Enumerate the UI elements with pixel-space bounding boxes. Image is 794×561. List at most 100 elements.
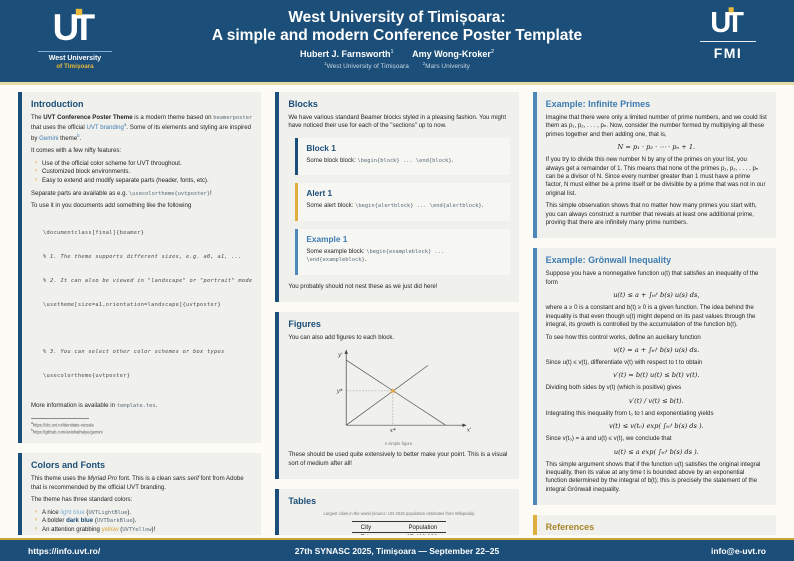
paragraph: Some block block: \begin{block} ... \end… (306, 156, 454, 164)
nested-block-title: Alert 1 (306, 188, 333, 199)
block-title: Blocks (288, 99, 318, 109)
block-title: Tables (288, 496, 317, 507)
math-display: v(t) = a + ∫ₜ₀ᵗ b(s) u(s) ds. (613, 345, 700, 354)
paragraph: Since u(t) ≤ v(t), differentiate v(t) wi… (545, 358, 703, 366)
paragraph: To use it in you documents add something… (31, 202, 192, 210)
poster-header: U T West University of Timișoara West Un… (0, 0, 794, 85)
nested-block-1: Block 1 Some block block: \begin{block} … (295, 137, 510, 176)
footer-url: https://info.uvt.ro/ (28, 545, 101, 556)
paragraph: To see how this control works, define an… (545, 333, 701, 341)
figure-caption: A simple figure. (384, 441, 414, 447)
paragraph: More information is available in templat… (31, 402, 158, 410)
introduction-block: Introduction The UVT Conference Poster T… (18, 92, 262, 444)
yellow-sample: yellow (101, 525, 119, 533)
logo-university-city: of Timișoara (56, 63, 94, 71)
uvt-monogram-icon: U T (710, 7, 744, 39)
paragraph: Imagine that there were only a limited n… (545, 114, 767, 138)
table-row: Tokyo37,468,000 (352, 533, 447, 535)
block-title: Example: Infinite Primes (545, 99, 651, 109)
footer-email: info@e-uvt.ro (710, 545, 766, 556)
poster-title-line2: A simple and modern Conference Poster Te… (211, 26, 583, 44)
svg-text:x*: x* (390, 429, 396, 435)
footer-conference: 27th SYNASC 2025, Timișoara — September … (294, 545, 500, 556)
code-listing: \documentclass[final]{beamer} % 1. The t… (43, 230, 253, 380)
table-header-row: City Population (351, 521, 447, 534)
uvt-branding-link[interactable]: UVT branding (86, 124, 124, 132)
paragraph: If you try to divide this new number N b… (545, 156, 766, 197)
math-display: v′(t) = b(t) u(t) ≤ b(t) v(t). (613, 371, 700, 380)
column-header-city: City (351, 521, 398, 534)
column-2: Blocks We have various standard Beamer b… (275, 92, 519, 535)
list-item: A bolder dark blue (UVTDarkBlue). (31, 516, 252, 526)
svg-text:T: T (726, 7, 744, 39)
features-list: Use of the official color scheme for UVT… (31, 159, 252, 186)
paragraph: The UVT Conference Poster Theme is a mod… (31, 114, 253, 142)
paragraph: This simple argument shows that if the f… (545, 460, 761, 493)
svg-text:T: T (73, 7, 96, 48)
poster-title-line1: West University of Timișoara: (288, 9, 506, 26)
list-item: Customized block environments. (31, 167, 252, 177)
intersection-star-icon: ★ (389, 387, 396, 396)
tables-block: Tables Largest cities in the world (sour… (275, 489, 519, 535)
math-display: v(t) ≤ v(t₀) exp( ∫ₜ₀ᵗ b(s) ds ). (608, 422, 704, 431)
affiliation-1: 1West University of Timișoara (324, 60, 409, 71)
svg-text:U: U (53, 7, 80, 48)
affiliation-2: 2Mars University (422, 60, 470, 71)
authors-line: Hubert J. Farnsworth1 Amy Wong-Kroker2 (0, 49, 794, 59)
paragraph: Dividing both sides by v(t) (which is po… (545, 384, 682, 392)
svg-text:x': x' (467, 428, 472, 434)
paragraph: This simple observation shows that no ma… (545, 202, 757, 227)
paragraph: Since v(t₀) = a and u(t) ≤ v(t), we conc… (545, 435, 672, 443)
footnote-1: ahttps://dci.uvt.ro/identitate-vizuala (31, 420, 94, 427)
column-1: Introduction The UVT Conference Poster T… (18, 92, 262, 535)
colors-list: A nice light blue (UVTLightBlue). A bold… (31, 508, 252, 535)
footnote-rule (31, 417, 89, 419)
uvt-monogram-icon: U T (53, 7, 96, 48)
nested-block-title: Block 1 (306, 142, 336, 153)
math-display: u(t) ≤ a + ∫ₜ₀ᵗ b(s) u(s) ds, (613, 291, 700, 300)
author-1: Hubert J. Farnsworth1 (300, 48, 394, 59)
paragraph: The theme has three standard colors: (31, 496, 133, 504)
paragraph: Some example block: \begin{exampleblock}… (306, 247, 445, 264)
paragraph: Integrating this inequality from t₀ to t… (545, 409, 714, 417)
author-2: Amy Wong-Kroker2 (412, 48, 494, 59)
affiliations-line: 1West University of Timișoara 2Mars Univ… (0, 61, 794, 70)
block-title: Colors and Fonts (31, 460, 105, 471)
paragraph: You probably should not nest these as we… (288, 282, 438, 290)
paragraph: We have various standard Beamer blocks s… (288, 114, 507, 130)
paragraph: Some alert block: \begin{alertblock} ...… (306, 202, 484, 210)
gronwall-block: Example: Grönwall Inequality Suppose you… (532, 248, 776, 506)
references-block: References [1] W. Diffie and M. Hellman.… (532, 515, 776, 535)
poster-body: Introduction The UVT Conference Poster T… (0, 85, 794, 535)
colors-and-fonts-block: Colors and Fonts This theme uses the Myr… (18, 453, 262, 535)
list-item: An attention grabbing yellow (UVTYellow)… (31, 525, 252, 535)
table-caption: Largest cities in the world (source: UN … (323, 511, 475, 517)
math-display: v′(t) / v(t) ≤ b(t). (628, 396, 684, 405)
paragraph: where a ≥ 0 is a constant and b(t) ≥ 0 i… (545, 304, 756, 329)
column-header-population: Population (397, 521, 447, 534)
nested-block-title: Example 1 (306, 233, 348, 244)
supply-demand-figure: ★ y' x' y* x* (336, 349, 472, 435)
logo-divider (38, 51, 112, 52)
dark-blue-sample: dark blue (66, 517, 94, 525)
list-item: A nice light blue (UVTLightBlue). (31, 508, 252, 518)
figure: ★ y' x' y* x* (288, 346, 509, 439)
logo-university-name: West University (48, 55, 102, 62)
footnote-2: bhttps://github.com/anishathalye/gemini (31, 428, 103, 435)
figures-block: Figures You can also add figures to each… (275, 312, 519, 480)
column-3: Example: Infinite Primes Imagine that th… (532, 92, 776, 535)
paragraph: It comes with a few nifty features: (31, 147, 122, 155)
block-title: References (545, 522, 595, 533)
nested-alert-block: Alert 1 Some alert block: \begin{alertbl… (295, 183, 510, 221)
block-title: Example: Grönwall Inequality (545, 255, 672, 266)
gemini-link[interactable]: Gemini (39, 134, 59, 142)
paragraph: Separate parts are available as e.g. \us… (31, 189, 212, 197)
uvt-logo: U T West University of Timișoara (28, 7, 122, 70)
block-title: Introduction (31, 99, 84, 109)
cities-table: City Population Tokyo37,468,000 Delhi28,… (351, 521, 447, 535)
fmi-logo: U T FMI (690, 6, 766, 61)
list-item: Use of the official color scheme for UVT… (31, 159, 252, 169)
infinite-primes-block: Example: Infinite Primes Imagine that th… (532, 92, 776, 239)
svg-text:U: U (710, 7, 731, 39)
math-display: u(t) ≤ a exp( ∫ₜ₀ᵗ b(s) ds ). (613, 447, 699, 456)
